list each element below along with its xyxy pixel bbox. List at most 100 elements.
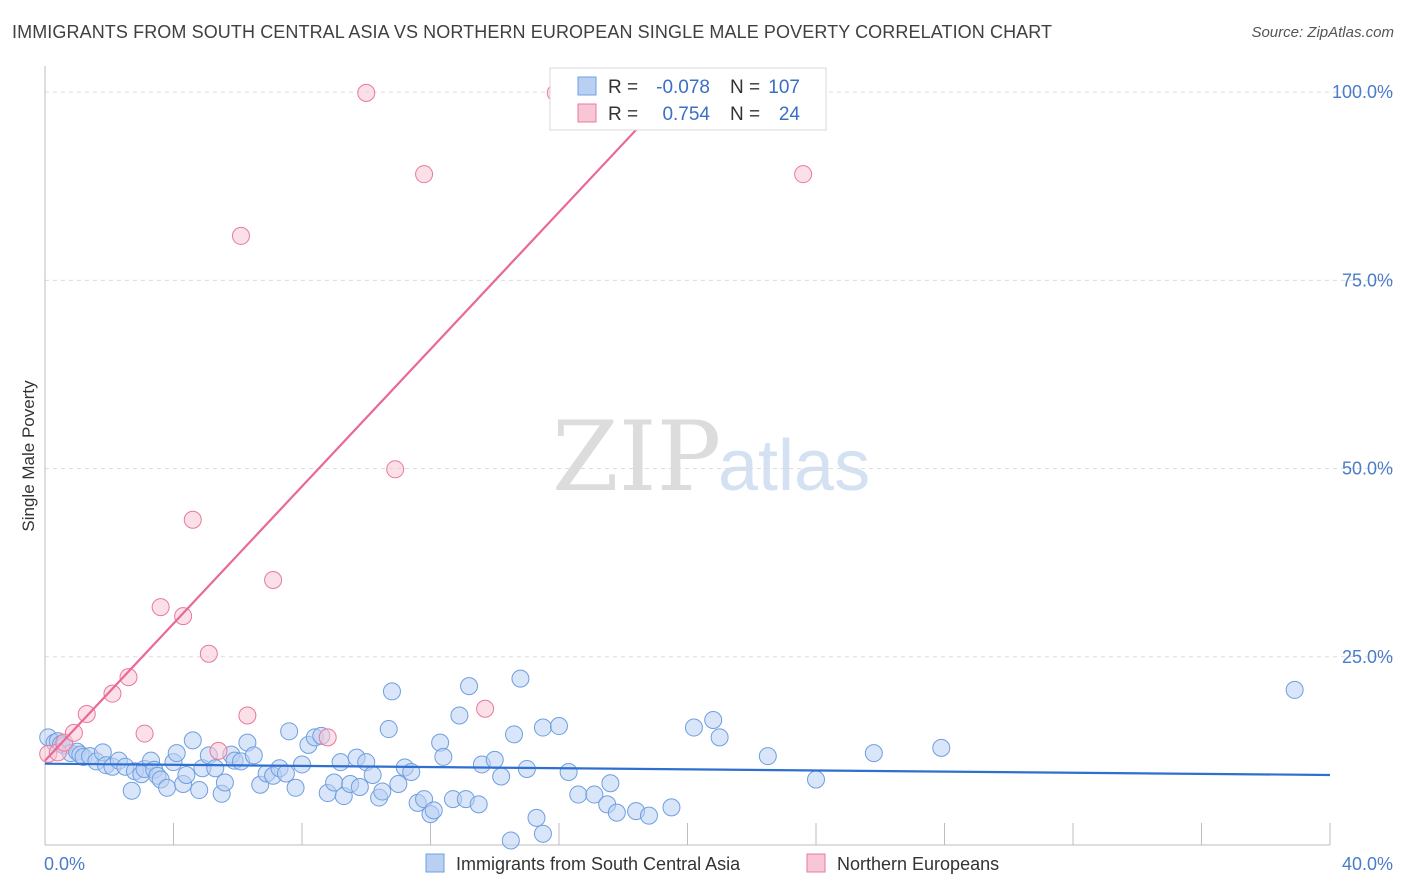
data-point-south-central-asia <box>501 831 520 850</box>
watermark: ZIP atlas <box>552 401 870 513</box>
data-point-south-central-asia <box>511 669 530 688</box>
data-point-south-central-asia <box>469 795 488 814</box>
data-point-south-central-asia <box>533 718 552 737</box>
data-point-northern-europeans <box>318 728 337 747</box>
legend: R = -0.078 N = 107 R = 0.754 N = 24 <box>549 67 827 131</box>
data-point-south-central-asia <box>424 801 443 820</box>
data-point-south-central-asia <box>167 744 186 763</box>
data-point-south-central-asia <box>932 738 951 757</box>
data-point-south-central-asia <box>607 803 626 822</box>
data-point-south-central-asia <box>215 773 234 792</box>
y-tick-label: 75.0% <box>1342 270 1393 290</box>
data-point-south-central-asia <box>639 806 658 825</box>
legend-r-label-pink: R = <box>608 104 638 125</box>
data-point-northern-europeans <box>135 724 154 743</box>
data-point-south-central-asia <box>662 798 681 817</box>
series-legend: Immigrants from South Central Asia North… <box>425 853 999 874</box>
trend-lines <box>44 91 1331 777</box>
source-credit: Source: ZipAtlas.com <box>1251 24 1394 41</box>
data-point-northern-europeans <box>77 704 96 723</box>
x-tick-label-max: 40.0% <box>1342 854 1393 874</box>
legend-n-label-blue: N = <box>730 77 760 98</box>
data-point-south-central-asia <box>704 711 723 730</box>
data-point-northern-europeans <box>357 83 376 102</box>
data-point-northern-europeans <box>209 741 228 760</box>
data-point-south-central-asia <box>177 765 196 784</box>
y-tick-label: 25.0% <box>1342 647 1393 667</box>
data-point-northern-europeans <box>264 570 283 589</box>
data-point-northern-europeans <box>174 607 193 626</box>
data-point-south-central-asia <box>550 717 568 736</box>
data-point-northern-europeans <box>238 706 257 725</box>
watermark-atlas: atlas <box>718 426 870 506</box>
trend-line-south-central-asia <box>44 762 1331 777</box>
data-point-south-central-asia <box>363 765 382 784</box>
data-point-south-central-asia <box>379 720 398 739</box>
data-point-south-central-asia <box>286 778 305 797</box>
data-point-south-central-asia <box>460 677 479 696</box>
trend-line-northern-europeans <box>44 91 673 762</box>
data-point-south-central-asia <box>382 682 401 701</box>
data-point-south-central-asia <box>293 755 311 774</box>
data-point-south-central-asia <box>559 762 578 781</box>
data-point-south-central-asia <box>585 785 604 804</box>
data-point-northern-europeans <box>476 699 495 718</box>
data-point-south-central-asia <box>280 722 299 741</box>
legend-n-value-blue: 107 <box>768 77 800 98</box>
legend-n-label-pink: N = <box>730 104 760 125</box>
data-point-south-central-asia <box>527 808 546 827</box>
series-legend-swatch-blue <box>425 853 445 873</box>
data-point-south-central-asia <box>183 731 202 750</box>
y-axis-label: Single Male Poverty <box>19 380 38 532</box>
data-point-south-central-asia <box>350 778 369 797</box>
data-point-northern-europeans <box>183 510 202 529</box>
gridlines <box>45 91 1395 658</box>
data-point-south-central-asia <box>710 728 729 747</box>
watermark-zip: ZIP <box>552 401 721 513</box>
data-point-south-central-asia <box>569 785 588 804</box>
legend-r-value-pink: 0.754 <box>662 104 710 125</box>
y-tick-label: 100.0% <box>1332 82 1393 102</box>
data-point-south-central-asia <box>1285 680 1304 699</box>
data-point-south-central-asia <box>122 781 141 800</box>
data-point-south-central-asia <box>505 725 524 744</box>
data-point-northern-europeans <box>103 684 122 703</box>
legend-swatch-blue <box>577 76 597 96</box>
data-point-south-central-asia <box>434 747 453 766</box>
data-point-south-central-asia <box>276 764 295 783</box>
x-tick-label-min: 0.0% <box>44 854 85 874</box>
data-point-northern-europeans <box>386 460 405 479</box>
tick-labels: 25.0% 50.0% 75.0% 100.0% 0.0% 40.0% <box>44 82 1393 874</box>
data-point-south-central-asia <box>244 746 263 765</box>
data-point-south-central-asia <box>684 718 703 737</box>
data-point-south-central-asia <box>492 767 511 786</box>
chart-title: IMMIGRANTS FROM SOUTH CENTRAL ASIA VS NO… <box>12 22 1053 42</box>
legend-r-label-blue: R = <box>608 77 638 98</box>
series-legend-label-blue: Immigrants from South Central Asia <box>456 854 741 874</box>
data-point-south-central-asia <box>533 824 552 843</box>
data-point-northern-europeans <box>415 165 434 184</box>
data-point-south-central-asia <box>485 750 504 769</box>
data-point-south-central-asia <box>331 753 350 772</box>
data-point-northern-europeans <box>231 226 250 245</box>
legend-n-value-pink: 24 <box>779 104 801 125</box>
data-point-south-central-asia <box>864 744 883 763</box>
data-point-south-central-asia <box>450 706 469 725</box>
data-point-northern-europeans <box>794 165 813 184</box>
y-tick-label: 50.0% <box>1342 459 1393 479</box>
data-point-northern-europeans <box>199 644 218 663</box>
data-point-south-central-asia <box>601 774 620 793</box>
series-legend-swatch-pink <box>806 853 826 873</box>
legend-r-value-blue: -0.078 <box>656 77 710 98</box>
series-legend-label-pink: Northern Europeans <box>837 854 999 874</box>
data-point-northern-europeans <box>119 668 138 687</box>
data-point-south-central-asia <box>389 775 408 794</box>
data-point-northern-europeans <box>151 598 170 617</box>
axes <box>44 66 1331 846</box>
data-point-south-central-asia <box>190 781 209 800</box>
data-point-south-central-asia <box>206 759 225 778</box>
legend-swatch-pink <box>577 103 597 123</box>
data-point-south-central-asia <box>807 770 825 789</box>
data-point-south-central-asia <box>373 782 392 801</box>
